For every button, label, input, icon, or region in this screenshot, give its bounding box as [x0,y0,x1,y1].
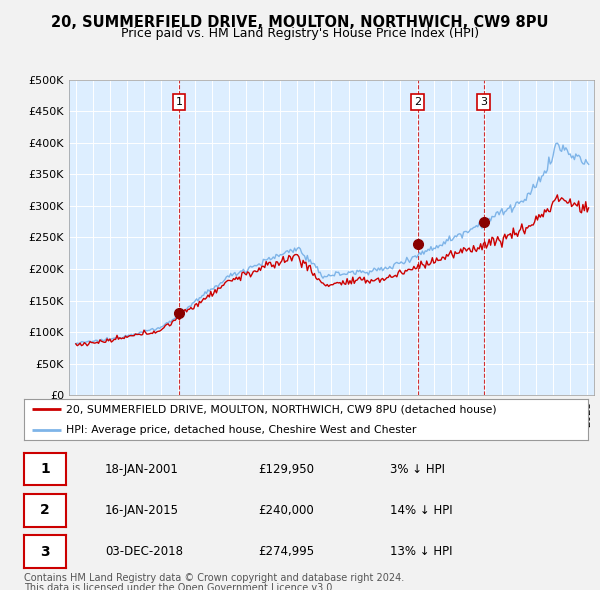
Text: 2: 2 [414,97,421,107]
Text: 3: 3 [40,545,50,559]
Text: Contains HM Land Registry data © Crown copyright and database right 2024.: Contains HM Land Registry data © Crown c… [24,573,404,584]
Text: 1: 1 [175,97,182,107]
Text: This data is licensed under the Open Government Licence v3.0.: This data is licensed under the Open Gov… [24,583,335,590]
Text: £240,000: £240,000 [258,504,314,517]
Text: 03-DEC-2018: 03-DEC-2018 [105,545,183,558]
Text: 1: 1 [40,462,50,476]
Text: 3: 3 [480,97,487,107]
Text: HPI: Average price, detached house, Cheshire West and Chester: HPI: Average price, detached house, Ches… [66,425,416,434]
Text: 18-JAN-2001: 18-JAN-2001 [105,463,179,476]
Text: 3% ↓ HPI: 3% ↓ HPI [390,463,445,476]
Text: 16-JAN-2015: 16-JAN-2015 [105,504,179,517]
Text: 20, SUMMERFIELD DRIVE, MOULTON, NORTHWICH, CW9 8PU (detached house): 20, SUMMERFIELD DRIVE, MOULTON, NORTHWIC… [66,405,497,414]
Text: £129,950: £129,950 [258,463,314,476]
Text: 14% ↓ HPI: 14% ↓ HPI [390,504,452,517]
Text: £274,995: £274,995 [258,545,314,558]
Text: 13% ↓ HPI: 13% ↓ HPI [390,545,452,558]
Text: 20, SUMMERFIELD DRIVE, MOULTON, NORTHWICH, CW9 8PU: 20, SUMMERFIELD DRIVE, MOULTON, NORTHWIC… [51,15,549,30]
Text: Price paid vs. HM Land Registry's House Price Index (HPI): Price paid vs. HM Land Registry's House … [121,27,479,40]
Text: 2: 2 [40,503,50,517]
